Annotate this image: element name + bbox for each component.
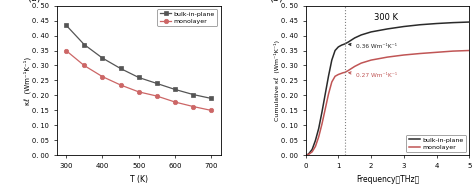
monolayer <box>434 51 439 53</box>
bulk-in-plane <box>303 154 309 157</box>
bulk-in-plane <box>319 111 325 113</box>
bulk-in-plane <box>322 93 328 95</box>
bulk-in-plane <box>358 34 364 36</box>
monolayer <box>312 145 318 147</box>
bulk-in-plane <box>306 152 312 155</box>
Text: 0.36 Wm⁻¹K⁻¹: 0.36 Wm⁻¹K⁻¹ <box>349 43 397 49</box>
monolayer <box>209 109 214 112</box>
monolayer <box>384 56 390 58</box>
monolayer <box>346 70 351 72</box>
bulk-in-plane <box>434 22 439 25</box>
bulk-in-plane <box>332 49 338 52</box>
bulk-in-plane <box>450 21 456 24</box>
monolayer <box>118 84 123 86</box>
monolayer <box>303 154 309 157</box>
bulk-in-plane <box>63 24 69 26</box>
monolayer <box>191 105 196 108</box>
monolayer <box>306 153 312 155</box>
Text: 0.27 Wm⁻¹K⁻¹: 0.27 Wm⁻¹K⁻¹ <box>349 72 398 78</box>
bulk-in-plane <box>342 43 348 45</box>
monolayer <box>329 81 335 83</box>
bulk-in-plane <box>401 25 407 28</box>
Y-axis label: κℓ  (Wm⁻¹K⁻¹): κℓ (Wm⁻¹K⁻¹) <box>23 56 31 105</box>
Line: bulk-in-plane: bulk-in-plane <box>306 22 469 155</box>
monolayer <box>316 136 321 138</box>
bulk-in-plane <box>100 57 105 59</box>
monolayer <box>100 75 105 78</box>
bulk-in-plane <box>310 148 315 151</box>
bulk-in-plane <box>368 31 374 33</box>
Legend: bulk-in-plane, monolayer: bulk-in-plane, monolayer <box>406 135 466 152</box>
monolayer <box>332 75 338 77</box>
monolayer <box>417 52 423 55</box>
monolayer <box>63 49 69 52</box>
monolayer <box>336 73 341 76</box>
monolayer <box>319 123 325 125</box>
monolayer <box>466 49 472 52</box>
Text: (a): (a) <box>27 0 41 3</box>
monolayer <box>358 62 364 64</box>
bulk-in-plane <box>346 41 351 43</box>
X-axis label: T (K): T (K) <box>130 175 148 184</box>
bulk-in-plane <box>384 28 390 30</box>
bulk-in-plane <box>209 97 214 100</box>
Text: (b): (b) <box>270 0 283 3</box>
bulk-in-plane <box>82 43 87 46</box>
Line: monolayer: monolayer <box>306 51 469 155</box>
Line: bulk-in-plane: bulk-in-plane <box>64 23 214 101</box>
monolayer <box>342 71 348 73</box>
bulk-in-plane <box>136 76 142 79</box>
bulk-in-plane <box>417 24 423 26</box>
monolayer <box>340 72 346 74</box>
monolayer <box>136 91 142 93</box>
bulk-in-plane <box>326 75 331 77</box>
bulk-in-plane <box>118 67 123 70</box>
monolayer <box>352 65 357 68</box>
monolayer <box>401 54 407 56</box>
bulk-in-plane <box>316 127 321 130</box>
X-axis label: Frequency（THz）: Frequency（THz） <box>356 175 419 184</box>
monolayer <box>82 64 87 67</box>
monolayer <box>154 95 160 97</box>
monolayer <box>310 151 315 153</box>
bulk-in-plane <box>304 154 310 156</box>
bulk-in-plane <box>336 46 341 48</box>
bulk-in-plane <box>172 88 178 91</box>
bulk-in-plane <box>154 82 160 85</box>
monolayer <box>368 59 374 61</box>
monolayer <box>304 154 310 156</box>
bulk-in-plane <box>340 43 346 46</box>
bulk-in-plane <box>329 59 335 61</box>
Text: 300 K: 300 K <box>374 13 398 22</box>
Legend: bulk-in-plane, monolayer: bulk-in-plane, monolayer <box>157 9 218 26</box>
monolayer <box>339 72 345 74</box>
monolayer <box>326 93 331 95</box>
bulk-in-plane <box>312 139 318 142</box>
monolayer <box>172 101 178 103</box>
Y-axis label: Cumulative κℓ  (Wm⁻¹K⁻¹): Cumulative κℓ (Wm⁻¹K⁻¹) <box>273 40 280 121</box>
bulk-in-plane <box>466 21 472 23</box>
monolayer <box>322 108 328 110</box>
Line: monolayer: monolayer <box>64 48 214 113</box>
bulk-in-plane <box>191 93 196 96</box>
monolayer <box>450 50 456 52</box>
bulk-in-plane <box>339 44 345 46</box>
bulk-in-plane <box>352 37 357 39</box>
